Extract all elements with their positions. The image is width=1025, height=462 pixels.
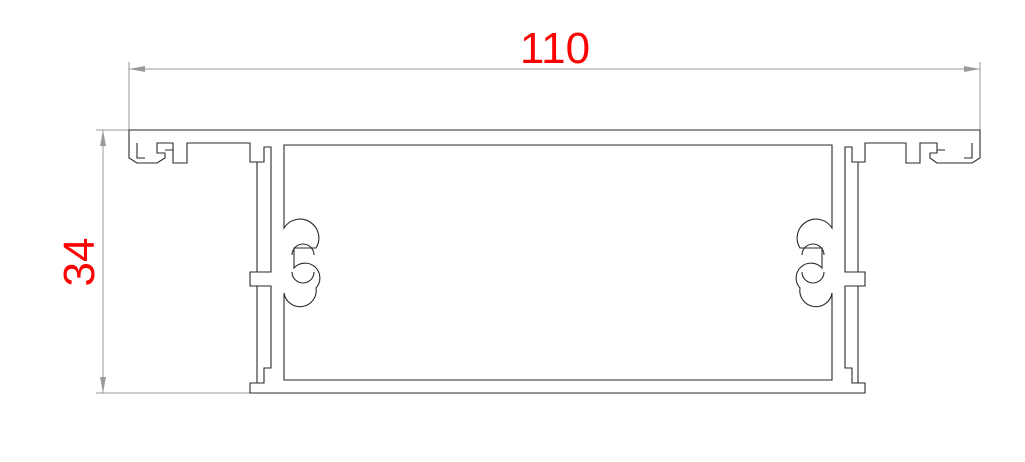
width-arrow-right [964,66,980,72]
right-top-lip [937,143,973,159]
width-label: 110 [520,24,590,73]
height-arrow-top [100,130,106,146]
left-top-lip [136,143,173,159]
profile-section [128,129,981,394]
height-arrow-bottom [100,377,106,393]
height-label: 34 [55,238,104,287]
profile-outer-outline [128,129,981,394]
height-dimension: 34 [55,129,250,394]
left-screw-port [291,243,315,284]
width-dimension: 110 [128,24,981,132]
profile-inner-chamber [283,144,833,381]
right-screw-port [801,243,825,284]
width-arrow-left [129,66,145,72]
